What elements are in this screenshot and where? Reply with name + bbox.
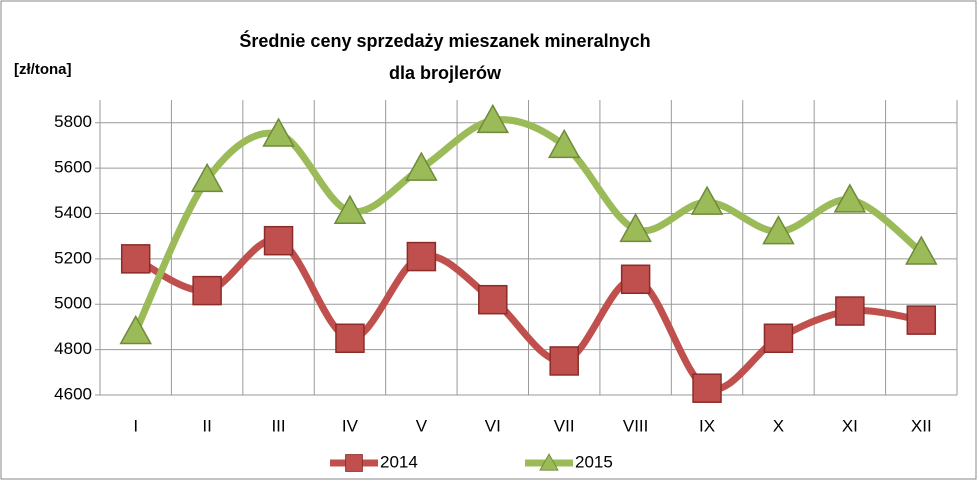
- y-tick-label: 5000: [54, 294, 92, 313]
- marker: [762, 215, 795, 245]
- marker: [190, 162, 224, 193]
- marker: [262, 117, 295, 147]
- marker: [620, 264, 651, 295]
- marker: [690, 185, 724, 215]
- marker: [539, 453, 559, 471]
- y-tick-label: 4800: [54, 339, 92, 358]
- x-tick-label: II: [202, 416, 211, 435]
- marker: [476, 103, 510, 134]
- marker: [406, 241, 437, 272]
- x-tick-label: III: [271, 416, 285, 435]
- legend-label: 2015: [575, 452, 613, 471]
- marker: [833, 183, 867, 213]
- y-tick-label: 4600: [54, 384, 92, 403]
- marker: [263, 225, 294, 256]
- marker: [405, 151, 438, 181]
- marker: [835, 296, 865, 326]
- y-axis-label: [zł/tona]: [14, 61, 72, 78]
- x-tick-label: IV: [342, 416, 359, 435]
- legend-label: 2014: [380, 452, 418, 471]
- x-tick-label: V: [416, 416, 428, 435]
- marker: [549, 346, 579, 376]
- x-tick-label: XII: [911, 416, 932, 435]
- marker: [335, 323, 365, 354]
- y-tick-label: 5200: [54, 248, 92, 267]
- marker: [692, 373, 722, 403]
- y-tick-label: 5400: [54, 203, 92, 222]
- marker: [333, 194, 367, 224]
- x-tick-label: X: [773, 416, 784, 435]
- marker: [547, 128, 581, 159]
- marker: [119, 314, 152, 345]
- marker: [905, 235, 938, 265]
- marker: [345, 454, 363, 472]
- marker: [619, 212, 652, 243]
- x-tick-label: XI: [842, 416, 858, 435]
- x-tick-label: VIII: [623, 416, 649, 435]
- marker: [192, 275, 222, 306]
- marker: [763, 323, 794, 354]
- x-tick-label: IX: [699, 416, 715, 435]
- marker: [906, 305, 937, 335]
- x-tick-label: I: [133, 416, 138, 435]
- y-tick-label: 5600: [54, 158, 92, 177]
- chart-title: Średnie ceny sprzedaży mieszanek mineral…: [239, 30, 650, 83]
- y-tick-label: 5800: [54, 112, 92, 131]
- marker: [120, 244, 151, 274]
- x-tick-label: VII: [554, 416, 575, 435]
- x-tick-label: VI: [485, 416, 501, 435]
- marker: [478, 284, 508, 315]
